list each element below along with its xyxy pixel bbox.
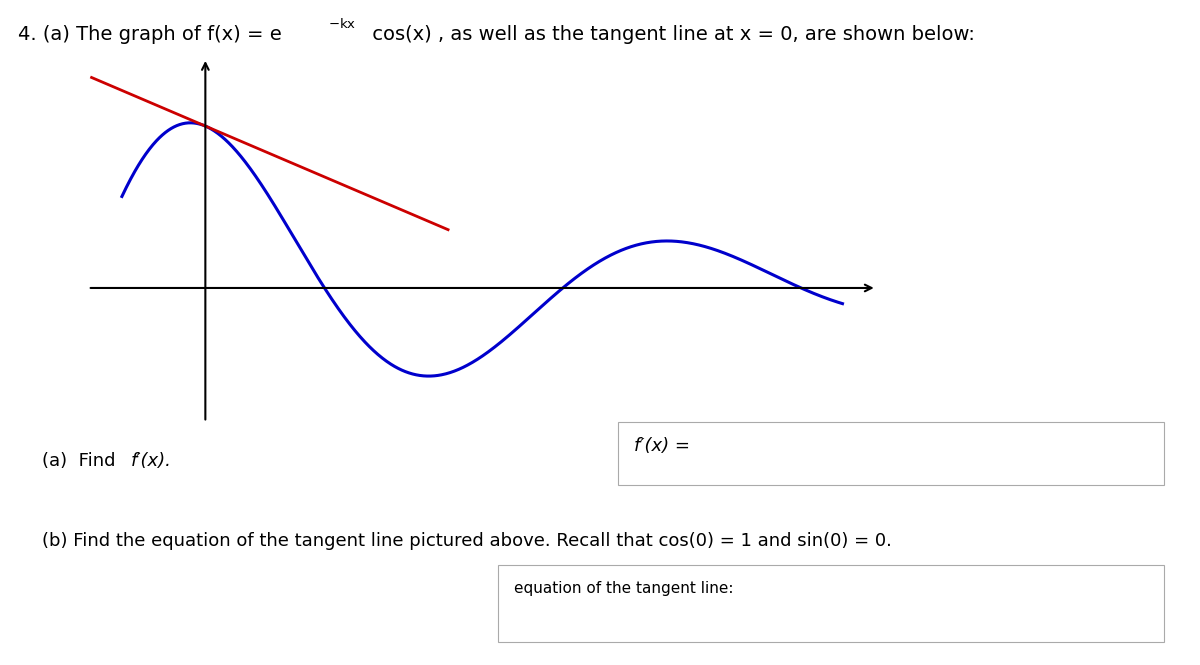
Text: f′(x) =: f′(x) = — [634, 438, 690, 456]
Text: 4. (a) The graph of f(x) = e: 4. (a) The graph of f(x) = e — [18, 25, 282, 45]
Text: equation of the tangent line:: equation of the tangent line: — [514, 581, 733, 596]
Text: f′(x).: f′(x). — [131, 452, 172, 470]
Text: (a)  Find: (a) Find — [42, 452, 121, 470]
Text: cos(x) , as well as the tangent line at x = 0, are shown below:: cos(x) , as well as the tangent line at … — [366, 25, 974, 45]
Text: (b) Find the equation of the tangent line pictured above. Recall that cos(0) = 1: (b) Find the equation of the tangent lin… — [42, 532, 892, 550]
Text: $-$kx: $-$kx — [329, 17, 356, 31]
